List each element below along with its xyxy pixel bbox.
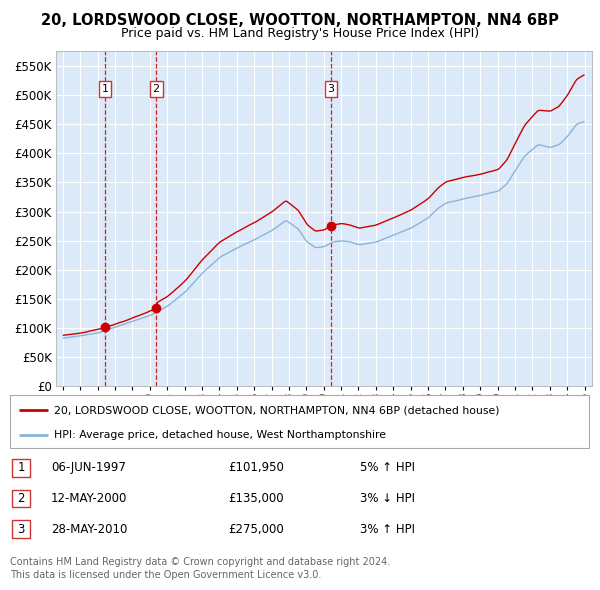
Text: This data is licensed under the Open Government Licence v3.0.: This data is licensed under the Open Gov…	[10, 571, 322, 580]
Text: 20, LORDSWOOD CLOSE, WOOTTON, NORTHAMPTON, NN4 6BP (detached house): 20, LORDSWOOD CLOSE, WOOTTON, NORTHAMPTO…	[53, 405, 499, 415]
FancyBboxPatch shape	[10, 395, 589, 448]
Text: 3% ↓ HPI: 3% ↓ HPI	[360, 492, 415, 505]
Text: Contains HM Land Registry data © Crown copyright and database right 2024.: Contains HM Land Registry data © Crown c…	[10, 557, 391, 566]
Text: Price paid vs. HM Land Registry's House Price Index (HPI): Price paid vs. HM Land Registry's House …	[121, 27, 479, 40]
Text: 3: 3	[17, 523, 25, 536]
Text: £135,000: £135,000	[228, 492, 284, 505]
Text: 12-MAY-2000: 12-MAY-2000	[51, 492, 127, 505]
Text: 28-MAY-2010: 28-MAY-2010	[51, 523, 127, 536]
Text: 1: 1	[17, 461, 25, 474]
Text: 3% ↑ HPI: 3% ↑ HPI	[360, 523, 415, 536]
Text: 2: 2	[152, 84, 160, 94]
Text: HPI: Average price, detached house, West Northamptonshire: HPI: Average price, detached house, West…	[53, 430, 386, 440]
Text: 2: 2	[17, 492, 25, 505]
Text: 5% ↑ HPI: 5% ↑ HPI	[360, 461, 415, 474]
Text: 06-JUN-1997: 06-JUN-1997	[51, 461, 126, 474]
Text: 1: 1	[101, 84, 109, 94]
Text: £101,950: £101,950	[228, 461, 284, 474]
Text: 3: 3	[328, 84, 334, 94]
Text: £275,000: £275,000	[228, 523, 284, 536]
Text: 20, LORDSWOOD CLOSE, WOOTTON, NORTHAMPTON, NN4 6BP: 20, LORDSWOOD CLOSE, WOOTTON, NORTHAMPTO…	[41, 13, 559, 28]
